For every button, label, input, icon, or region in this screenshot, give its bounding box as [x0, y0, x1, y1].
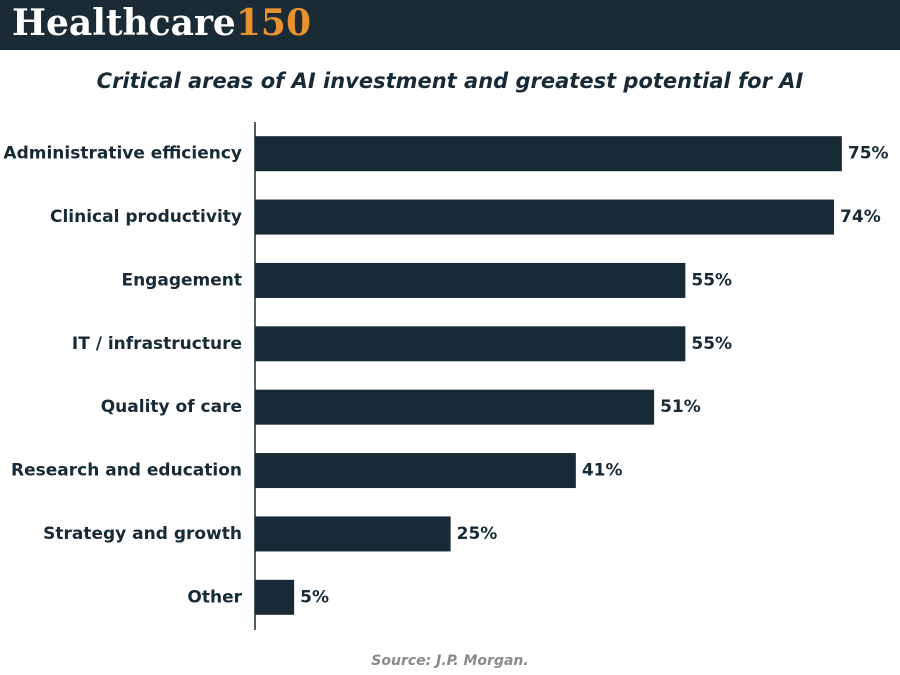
value-label: 55%	[691, 270, 732, 290]
logo-text: Healthcare	[12, 2, 236, 44]
bar	[255, 579, 295, 615]
category-label: Research and education	[11, 461, 242, 481]
category-label: Strategy and growth	[43, 524, 242, 544]
category-label: IT / infrastructure	[72, 334, 242, 354]
category-label: Quality of care	[101, 397, 242, 417]
bar	[255, 453, 576, 489]
bar	[255, 199, 835, 235]
value-label: 5%	[300, 587, 329, 607]
value-label: 41%	[582, 461, 623, 481]
chart-title: Critical areas of AI investment and grea…	[97, 69, 804, 93]
bar	[255, 389, 655, 425]
value-label: 55%	[691, 334, 732, 354]
value-label: 25%	[457, 524, 498, 544]
category-label: Other	[187, 587, 242, 607]
logo-number: 150	[236, 2, 311, 44]
logo: Healthcare150	[12, 2, 311, 44]
bar	[255, 516, 451, 552]
bar	[255, 136, 842, 172]
source: Source: J.P. Morgan.	[371, 653, 528, 669]
category-label: Clinical productivity	[50, 207, 242, 227]
bar	[255, 262, 686, 298]
header-bar	[0, 0, 900, 50]
category-label: Engagement	[121, 270, 242, 290]
category-label: Administrative efficiency	[3, 144, 242, 164]
value-label: 51%	[660, 397, 701, 417]
bar	[255, 326, 686, 362]
value-label: 75%	[848, 144, 889, 164]
value-label: 74%	[840, 207, 881, 227]
